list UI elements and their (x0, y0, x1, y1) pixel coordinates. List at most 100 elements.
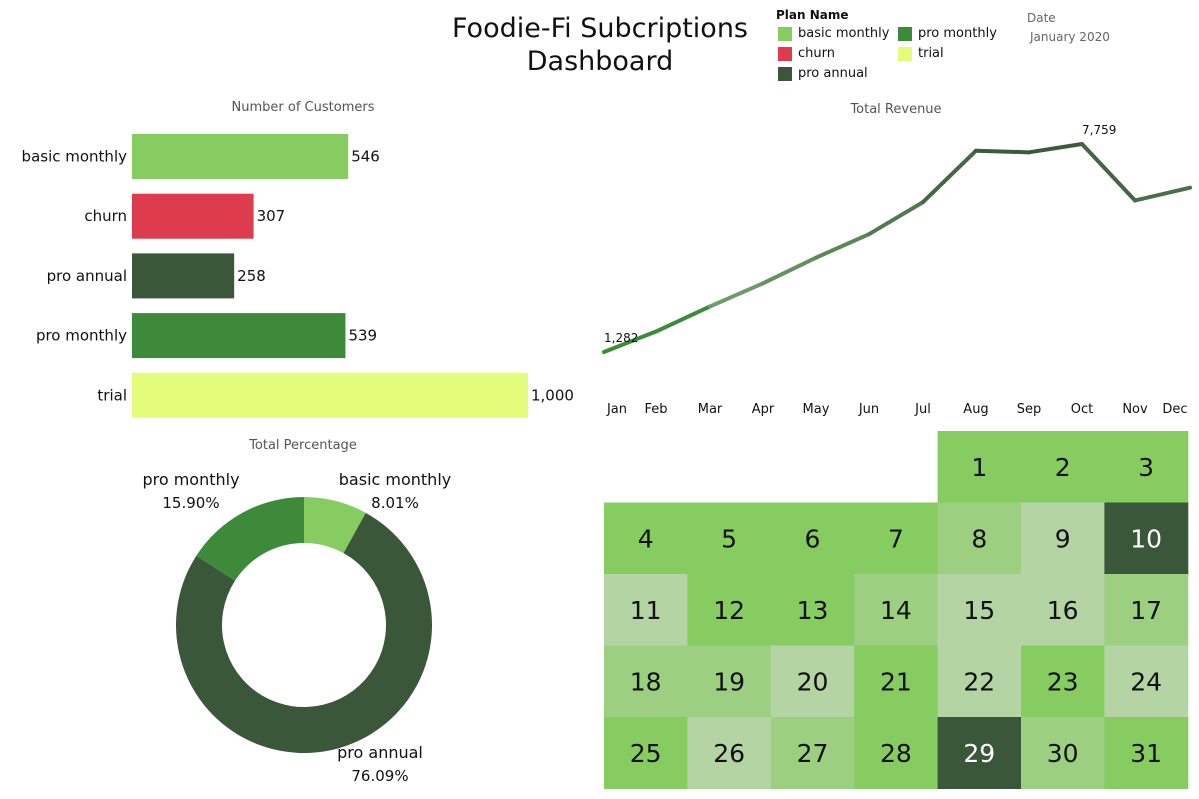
customers-bar-chart: basic monthly 546 churn 307 pro annual 258 pro… (22, 134, 574, 418)
calendar-day-cell[interactable] (1021, 717, 1105, 789)
calendar-day-cell[interactable] (604, 645, 688, 718)
legend-item-pro-monthly[interactable]: pro monthly (898, 26, 997, 41)
calendar-day-cell[interactable] (937, 645, 1022, 718)
calendar-day-number: 5 (721, 524, 737, 553)
bar-value-label: 539 (348, 327, 377, 345)
bar-category-label: pro monthly (36, 327, 127, 345)
donut-slice-percent: 76.09% (351, 767, 408, 785)
donut-slice-pro-annual[interactable] (175, 512, 432, 753)
calendar-day-cell[interactable] (1104, 574, 1189, 646)
calendar-day-number: 30 (1047, 739, 1079, 768)
bar-basic-monthly[interactable] (132, 134, 349, 179)
calendar-day-cell[interactable] (770, 717, 855, 789)
date-filter-label: Date (1027, 11, 1056, 25)
revenue-point[interactable] (655, 330, 658, 333)
calendar-day-cell[interactable] (937, 574, 1022, 646)
calendar-day-cell[interactable] (1104, 502, 1189, 575)
calendar-day-cell[interactable] (687, 502, 772, 575)
bar-pro-monthly[interactable] (132, 313, 346, 359)
legend-item-basic-monthly[interactable]: basic monthly (778, 26, 889, 41)
calendar-day-cell[interactable] (604, 717, 688, 789)
revenue-point[interactable] (762, 282, 765, 285)
calendar-day-number: 8 (971, 524, 987, 553)
calendar-day-number: 16 (1047, 596, 1079, 625)
calendar-day-number: 31 (1130, 739, 1162, 768)
revenue-point[interactable] (709, 305, 712, 308)
calendar-day-number: 7 (888, 524, 904, 553)
calendar-day-cell[interactable] (854, 645, 939, 718)
donut-slice-percent: 8.01% (371, 494, 419, 512)
bar-pro-annual[interactable] (132, 253, 235, 299)
revenue-point[interactable] (1134, 199, 1137, 202)
calendar-day-cell[interactable] (1104, 717, 1189, 789)
bar-category-label: churn (84, 207, 127, 225)
date-filter-value[interactable]: January 2020 (1030, 30, 1110, 44)
calendar-day-cell[interactable] (687, 717, 772, 789)
donut-slice-percent: 15.90% (162, 494, 219, 512)
calendar-day-number: 21 (880, 667, 912, 696)
revenue-line-segment (1080, 142, 1137, 203)
bar-churn[interactable] (132, 193, 254, 239)
calendar-day-number: 6 (805, 524, 821, 553)
calendar-day-cell[interactable] (1104, 431, 1189, 503)
calendar-day-cell[interactable] (687, 574, 772, 646)
calendar-day-cell[interactable] (770, 645, 855, 718)
calendar-day-cell[interactable] (937, 431, 1022, 503)
calendar-day-cell[interactable] (770, 502, 855, 575)
percentage-donut-chart: basic monthly 8.01% pro annual 76.09% pro mo… (142, 470, 451, 785)
calendar-day-cell[interactable] (937, 717, 1022, 789)
legend-item-churn[interactable]: churn (778, 46, 835, 61)
calendar-day-number: 12 (713, 596, 745, 625)
revenue-point[interactable] (922, 201, 925, 204)
legend-label: basic monthly (798, 26, 890, 41)
calendar-day-number: 23 (1047, 667, 1079, 696)
calendar-day-cell[interactable] (604, 502, 688, 575)
calendar-day-number: 27 (797, 739, 829, 768)
bar-value-label: 307 (257, 207, 286, 225)
legend-item-trial[interactable]: trial (898, 46, 944, 61)
revenue-point[interactable] (975, 149, 978, 152)
revenue-line-segment (654, 304, 712, 334)
donut-slice-pro-monthly[interactable] (196, 497, 304, 581)
legend-swatch (898, 26, 912, 41)
legend-label: trial (918, 46, 944, 61)
revenue-line-chart: 1,282 7,759 Jan Feb Mar Apr May Jun Jul Aug Sep Oct… (602, 123, 1192, 417)
calendar-day-number: 18 (630, 667, 662, 696)
legend-swatch (898, 46, 912, 61)
calendar-day-number: 17 (1130, 596, 1162, 625)
calendar-day-number: 25 (630, 739, 662, 768)
revenue-line-segment (814, 232, 871, 260)
calendar-day-cell[interactable] (854, 502, 939, 575)
revenue-point[interactable] (815, 256, 818, 259)
customers-chart-title: Number of Customers (231, 100, 375, 115)
calendar-day-cell[interactable] (604, 574, 688, 646)
revenue-point[interactable] (868, 233, 871, 236)
revenue-x-tick: Dec (1162, 402, 1187, 417)
legend-item-pro-annual[interactable]: pro annual (778, 66, 868, 81)
revenue-point[interactable] (1028, 151, 1031, 154)
calendar-day-cell[interactable] (1104, 645, 1189, 718)
revenue-point[interactable] (1081, 143, 1084, 146)
calendar-day-cell[interactable] (1021, 645, 1105, 718)
revenue-point[interactable] (1189, 186, 1192, 189)
revenue-x-tick: Sep (1017, 402, 1042, 417)
revenue-x-tick: Jul (914, 402, 931, 417)
calendar-day-cell[interactable] (1021, 574, 1105, 646)
calendar-day-cell[interactable] (687, 645, 772, 718)
donut-slice-label: pro annual (337, 743, 423, 762)
calendar-day-cell[interactable] (770, 574, 855, 646)
calendar-day-cell[interactable] (937, 502, 1022, 575)
calendar-day-cell[interactable] (854, 574, 939, 646)
calendar-day-number: 26 (713, 739, 745, 768)
bar-trial[interactable] (132, 372, 528, 418)
revenue-line-segment (921, 148, 978, 205)
revenue-point[interactable] (603, 351, 606, 354)
calendar-day-cell[interactable] (1021, 431, 1105, 503)
calendar-day-cell[interactable] (1021, 502, 1105, 575)
legend-swatch (778, 66, 792, 81)
revenue-line-segment (867, 200, 925, 237)
revenue-line-segment (708, 281, 765, 309)
donut-slice-basic-monthly[interactable] (304, 497, 366, 554)
calendar-day-cell[interactable] (854, 717, 939, 789)
revenue-x-tick: Oct (1071, 402, 1093, 417)
